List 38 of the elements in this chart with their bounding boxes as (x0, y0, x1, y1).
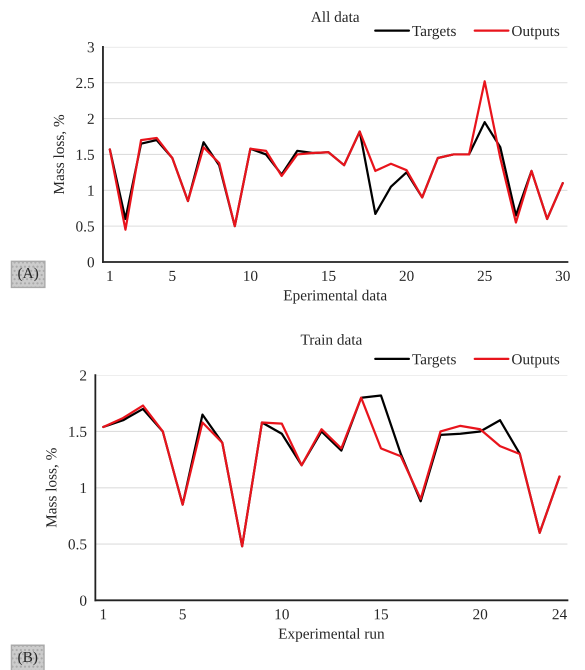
y-tick-label: 1.5 (76, 150, 94, 160)
y-tick-label: 1.5 (69, 426, 86, 437)
x-tick-label: 1 (107, 270, 113, 281)
y-tick-label: 0 (88, 257, 94, 268)
x-tick-label: 10 (276, 609, 289, 620)
y-tick-label: 1 (80, 482, 86, 494)
x-tick-label: 30 (556, 270, 570, 282)
x-tick-label: 25 (478, 270, 492, 282)
y-tick-label: 2 (80, 370, 86, 380)
x-tick-label: 24 (552, 609, 567, 620)
text: (A) (18, 267, 38, 282)
y-tick-label: 2 (88, 114, 94, 124)
x-tick-label: 20 (400, 270, 414, 282)
y-axis-title: Mass loss, % (53, 114, 66, 194)
x-tick-label: 5 (180, 609, 186, 620)
y-tick-label: 1 (88, 185, 94, 196)
x-tick-label: 1 (100, 609, 106, 620)
x-axis-title: Experimental run (278, 628, 384, 642)
x-tick-label: 5 (169, 270, 176, 282)
y-axis-title: Mass loss, % (46, 448, 59, 528)
chart-title: Train data (300, 334, 362, 345)
x-axis-title: Eperimental data (284, 290, 387, 304)
y-tick-label: 2.5 (76, 78, 94, 88)
y-tick-label: 0.5 (68, 539, 86, 550)
line-series (108, 80, 564, 231)
y-tick-label: 3 (88, 42, 94, 52)
x-tick-label: 15 (322, 270, 336, 282)
y-tick-label: 0.5 (76, 221, 94, 232)
legend-label: Targets (412, 354, 456, 368)
legend-label: Outputs (512, 26, 560, 40)
legend-label: Outputs (512, 354, 560, 368)
x-tick-label: 10 (244, 270, 258, 282)
x-tick-label: 15 (374, 609, 388, 620)
y-tick-label: 0 (80, 595, 86, 606)
x-tick-label: 20 (473, 609, 488, 620)
chart-title: All data (310, 11, 360, 22)
legend-label: Targets (412, 26, 456, 40)
text: (B) (18, 651, 38, 666)
